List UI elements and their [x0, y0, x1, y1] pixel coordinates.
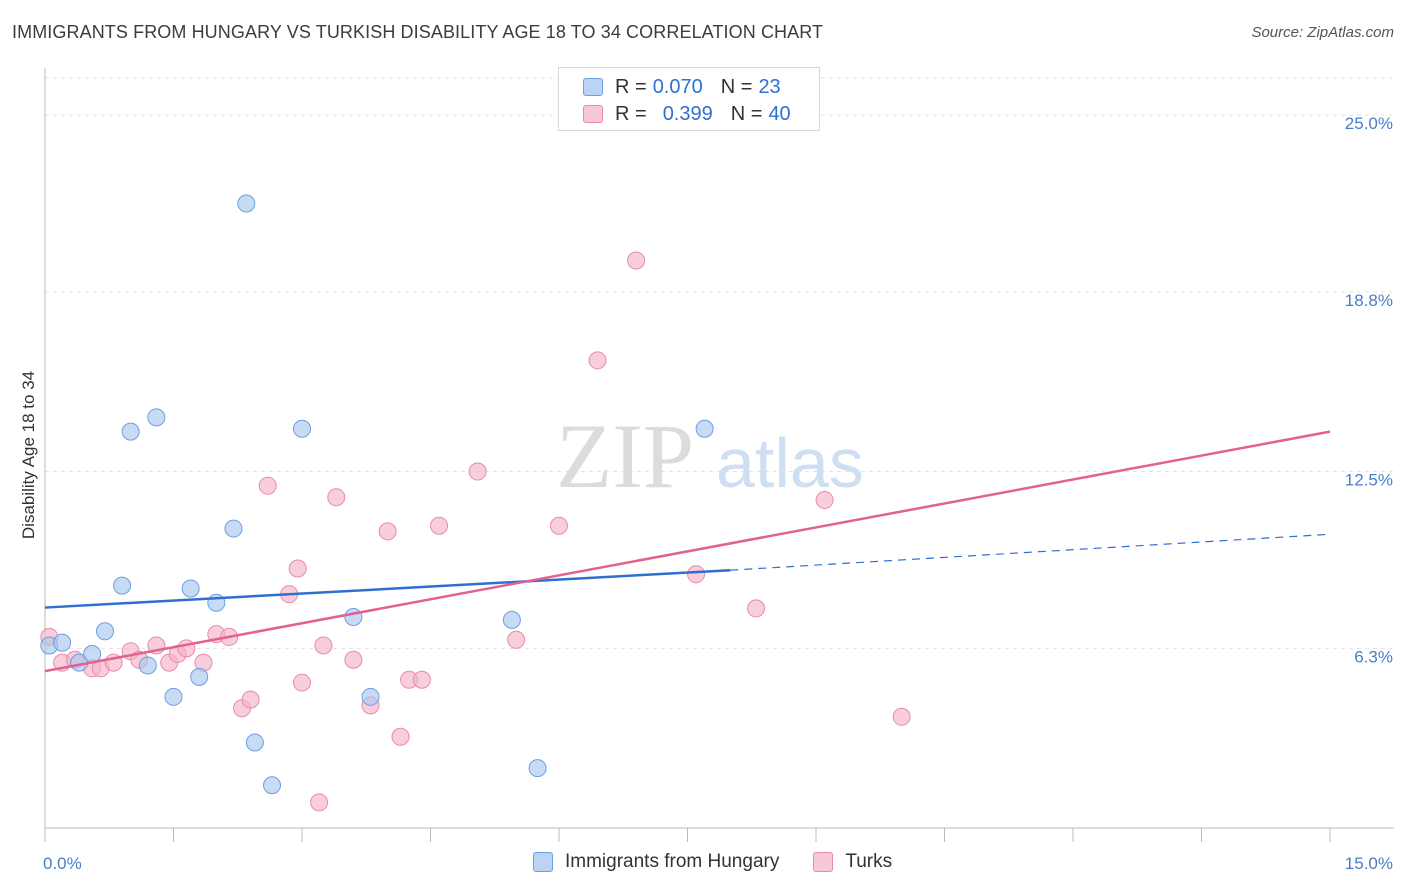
- data-point: [113, 576, 132, 595]
- legend-swatch-turks: [583, 105, 603, 123]
- legend: R = 0.070 N = 23 R = 0.399 N = 40: [558, 67, 820, 131]
- legend-swatch-hungary: [583, 78, 603, 96]
- data-point: [121, 422, 140, 441]
- watermark-zip: ZIP: [556, 405, 694, 507]
- data-point: [687, 565, 706, 584]
- bottom-legend-label-turks: Turks: [845, 851, 893, 872]
- bottom-legend-item-turks: Turks: [813, 851, 892, 873]
- grid-lines: [45, 77, 1394, 649]
- data-point: [263, 776, 282, 795]
- x-tick-label: 15.0%: [1345, 854, 1393, 873]
- y-tick-label: 12.5%: [1345, 471, 1393, 490]
- data-point: [695, 419, 714, 438]
- data-point: [147, 408, 166, 427]
- y-tick-label: 6.3%: [1354, 647, 1393, 666]
- legend-row-hungary: R = 0.070 N = 23: [583, 75, 781, 99]
- tick-labels: 6.3% 12.5% 18.8% 25.0% 0.0% 15.0%: [43, 114, 1393, 873]
- data-point: [138, 656, 157, 675]
- data-point: [528, 759, 547, 778]
- data-point: [224, 519, 243, 538]
- bottom-legend-item-hungary: Immigrants from Hungary: [533, 851, 779, 873]
- data-point: [507, 630, 526, 649]
- data-point: [258, 476, 277, 495]
- y-tick-label: 18.8%: [1345, 291, 1393, 310]
- data-point: [293, 419, 311, 438]
- legend-n-value: 23: [758, 75, 781, 98]
- data-points: [40, 194, 911, 812]
- data-point: [344, 607, 363, 626]
- data-point: [627, 251, 646, 270]
- trend-lines: [44, 430, 1331, 673]
- legend-n-value: 40: [768, 102, 791, 125]
- x-tick-label: 0.0%: [43, 854, 82, 873]
- data-point: [815, 491, 834, 510]
- legend-r-value: 0.399: [662, 102, 713, 125]
- data-point: [314, 636, 333, 655]
- data-point: [53, 633, 72, 652]
- bottom-legend-label-hungary: Immigrants from Hungary: [565, 851, 780, 872]
- data-point: [241, 690, 260, 709]
- chart-title: IMMIGRANTS FROM HUNGARY VS TURKISH DISAB…: [12, 22, 824, 42]
- data-point: [378, 522, 397, 541]
- trend-line-hungary-extension: [730, 533, 1331, 571]
- bottom-legend-swatch-turks: [813, 852, 834, 872]
- data-point: [747, 599, 766, 618]
- legend-n-label: N =: [720, 75, 753, 98]
- data-point: [430, 516, 449, 535]
- data-point: [310, 793, 329, 812]
- data-point: [468, 462, 487, 481]
- data-point: [550, 516, 568, 535]
- data-point: [327, 488, 346, 507]
- bottom-legend-swatch-hungary: [533, 852, 553, 872]
- legend-row-turks: R = 0.399 N = 40: [583, 102, 791, 126]
- data-point: [237, 194, 256, 213]
- data-point: [181, 579, 200, 598]
- legend-r-label: R =: [615, 75, 647, 98]
- data-point: [177, 639, 196, 658]
- axes: [44, 68, 1394, 842]
- data-point: [164, 687, 183, 706]
- data-point: [95, 622, 114, 641]
- data-point: [190, 667, 209, 686]
- data-point: [361, 687, 380, 706]
- trend-line-turks: [44, 430, 1331, 673]
- legend-n-label: N =: [730, 102, 763, 125]
- bottom-legend: Immigrants from Hungary Turks: [533, 851, 926, 873]
- data-point: [502, 610, 521, 629]
- data-point: [588, 351, 607, 370]
- y-tick-label: 25.0%: [1345, 114, 1393, 133]
- legend-r-label: R =: [615, 102, 647, 125]
- data-point: [344, 650, 363, 669]
- data-point: [412, 670, 431, 689]
- y-axis-label: Disability Age 18 to 34: [19, 371, 38, 539]
- data-point: [892, 707, 911, 726]
- trend-line-hungary: [44, 568, 731, 609]
- data-point: [293, 673, 311, 692]
- watermark-atlas: atlas: [716, 424, 864, 502]
- source-label: Source: ZipAtlas.com: [1251, 24, 1394, 41]
- legend-r-value: 0.070: [652, 75, 703, 98]
- data-point: [391, 727, 410, 746]
- data-point: [245, 733, 264, 752]
- data-point: [288, 559, 307, 578]
